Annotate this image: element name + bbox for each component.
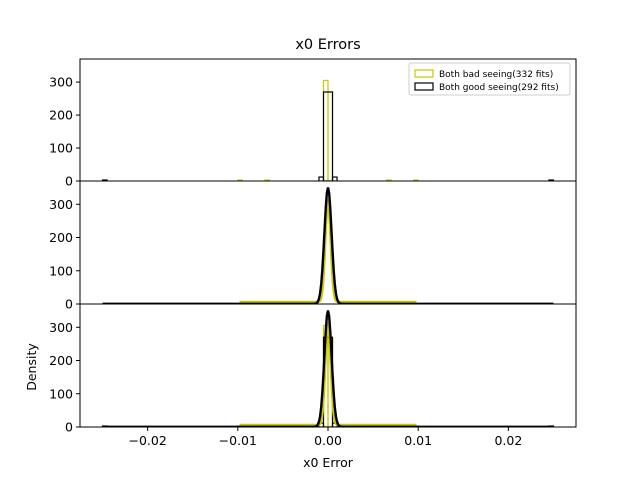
kde-line-bad [239,321,417,427]
legend-label-good: Both good seeing(292 fits) [439,83,559,93]
y-tick-label: 0 [65,420,73,435]
legend-swatch-good [414,82,434,91]
y-tick-label: 100 [49,141,73,156]
hist-bar-bad-3 [327,91,334,181]
y-tick-label: 300 [49,75,73,90]
y-tick-label: 200 [49,230,73,245]
y-tick-label: 0 [65,297,73,312]
chart-title: x0 Errors [295,37,360,53]
plot-area [102,187,554,304]
plot-area [101,79,555,181]
panel-2: 0 100 200 300 [49,180,577,312]
y-axis-label: Density [24,343,39,391]
x-tick-label: −0.01 [219,433,257,448]
plot-area [101,310,555,427]
x-tick-label: 0.02 [494,433,522,448]
panel-3: 0 100 200 300 −0.02 −0.01 0.00 0.01 0.02 [49,303,577,448]
legend-swatch-bad [414,69,434,78]
x-axis-label: x0 Error [303,455,354,470]
y-tick-label: 100 [49,386,73,401]
legend: Both bad seeing(332 fits) Both good seein… [408,62,571,96]
y-tick-label: 300 [49,197,73,212]
y-tick-label: 300 [49,320,73,335]
x-tick-label: −0.02 [128,433,166,448]
legend-label-bad: Both bad seeing(332 fits) [439,70,553,80]
hist-bar-good-1 [318,176,325,181]
y-tick-label: 200 [49,108,73,123]
y-tick-label: 200 [49,353,73,368]
hist-bar-good-3 [331,176,338,181]
kde-line-bad [239,198,417,304]
legend-box [408,62,571,96]
hist-bar-good-2 [322,91,334,181]
x-tick-label: 0.00 [314,433,342,448]
y-tick-label: 0 [65,174,73,189]
x-tick-label: 0.01 [404,433,432,448]
hist-bar-bad-2 [322,79,329,181]
y-tick-label: 100 [49,263,73,278]
